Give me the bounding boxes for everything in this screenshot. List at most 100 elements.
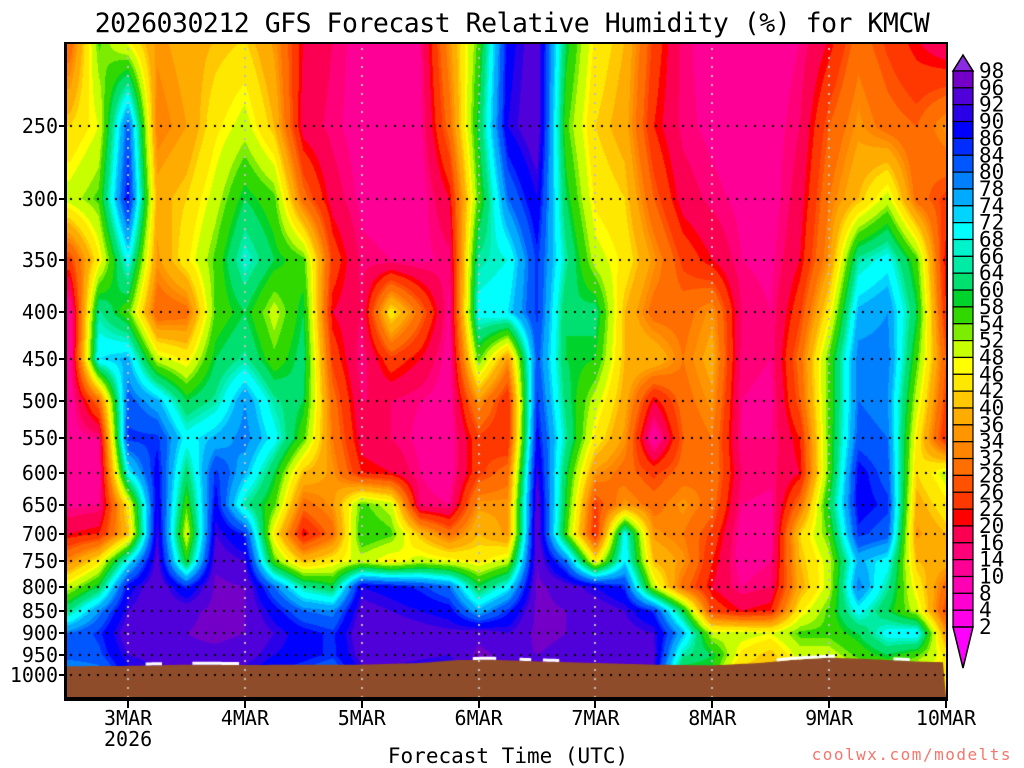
pressure-tick-mark: [59, 437, 65, 440]
colorbar-segment: [952, 205, 974, 224]
pressure-tick-mark: [59, 585, 65, 588]
colorbar-tick-label: 60: [979, 278, 1004, 302]
colorbar-tick-label: 16: [979, 531, 1004, 555]
year-label: 2026: [104, 727, 153, 751]
colorbar-tick-label: 86: [979, 126, 1004, 150]
colorbar-tick-label: 40: [979, 396, 1004, 420]
colorbar: 9896929086848078747268666460585452484642…: [951, 53, 1004, 669]
colorbar-tick-label: 8: [979, 581, 992, 605]
colorbar-segment: [952, 171, 974, 190]
time-tick-label: 10MAR: [915, 706, 977, 730]
pressure-tick-mark: [59, 653, 65, 656]
colorbar-segment: [952, 272, 974, 291]
chart-title: 2026030212 GFS Forecast Relative Humidit…: [94, 8, 930, 39]
pressure-tick-label: 400: [21, 300, 58, 325]
time-tick-mark: [127, 701, 130, 708]
colorbar-segment: [952, 137, 974, 156]
pressure-tick-mark: [59, 532, 65, 535]
plot-frame: [64, 42, 948, 701]
colorbar-segment: [952, 222, 974, 241]
colorbar-arrow-top: [951, 53, 975, 72]
colorbar-tick-label: 32: [979, 447, 1004, 471]
colorbar-tick-label: 80: [979, 160, 1004, 184]
time-tick-mark: [945, 701, 947, 708]
colorbar-tick-label: 68: [979, 228, 1004, 252]
colorbar-tick-label: 2: [979, 615, 992, 639]
colorbar-segment: [952, 609, 974, 628]
colorbar-segment: [952, 70, 974, 89]
pressure-tick-label: 900: [21, 621, 58, 646]
colorbar-tick-label: 58: [979, 295, 1004, 319]
colorbar-segment: [952, 104, 974, 123]
pressure-tick-label: 950: [21, 642, 58, 667]
colorbar-tick-label: 48: [979, 345, 1004, 369]
time-tick-label: 3MAR: [104, 706, 153, 730]
colorbar-segment: [952, 575, 974, 594]
colorbar-segment: [952, 356, 974, 375]
pressure-tick-label: 600: [21, 460, 58, 485]
colorbar-segment: [952, 474, 974, 493]
pressure-tick-label: 450: [21, 347, 58, 372]
colorbar-segment: [952, 407, 974, 426]
colorbar-segment: [952, 525, 974, 544]
colorbar-tick-label: 54: [979, 312, 1004, 336]
colorbar-tick-label: 36: [979, 413, 1004, 437]
colorbar-tick-label: 14: [979, 548, 1004, 572]
watermark: coolwx.com/modelts: [811, 745, 1012, 764]
colorbar-tick-label: 42: [979, 379, 1004, 403]
colorbar-tick-label: 84: [979, 143, 1004, 167]
time-tick-mark: [711, 701, 714, 708]
pressure-tick-label: 650: [21, 492, 58, 517]
colorbar-segment: [952, 306, 974, 325]
time-tick-label: 4MAR: [220, 706, 270, 730]
colorbar-segment: [952, 255, 974, 274]
colorbar-tick-label: 72: [979, 211, 1004, 235]
pressure-tick-mark: [59, 560, 65, 563]
time-tick-label: 6MAR: [454, 706, 503, 730]
colorbar-segment: [952, 188, 974, 207]
colorbar-segment: [952, 289, 974, 308]
time-tick-label: 7MAR: [571, 706, 620, 730]
time-tick-mark: [477, 701, 480, 708]
pressure-tick-label: 750: [21, 549, 58, 574]
colorbar-tick-label: 66: [979, 244, 1004, 268]
pressure-tick-label: 500: [21, 388, 58, 413]
colorbar-segment: [952, 340, 974, 359]
pressure-tick-label: 800: [21, 574, 58, 599]
colorbar-segment: [952, 508, 974, 527]
colorbar-tick-label: 52: [979, 329, 1004, 353]
pressure-tick-label: 250: [21, 114, 58, 139]
time-tick-mark: [360, 701, 363, 708]
time-tick-mark: [594, 701, 597, 708]
colorbar-tick-label: 92: [979, 93, 1004, 117]
pressure-tick-label: 850: [21, 598, 58, 623]
pressure-tick-label: 300: [21, 186, 58, 211]
time-tick-label: 9MAR: [805, 706, 854, 730]
colorbar-tick-label: 4: [979, 598, 992, 622]
pressure-tick-mark: [59, 674, 65, 677]
colorbar-tick-label: 90: [979, 110, 1004, 134]
colorbar-arrow-bottom: [952, 626, 974, 669]
colorbar-tick-label: 78: [979, 177, 1004, 201]
colorbar-segment: [952, 424, 974, 443]
pressure-tick-mark: [59, 632, 65, 635]
time-tick-label: 5MAR: [337, 706, 386, 730]
colorbar-segment: [952, 457, 974, 476]
pressure-tick-mark: [59, 258, 65, 261]
colorbar-segment: [952, 373, 974, 392]
colorbar-segment: [952, 390, 974, 409]
colorbar-tick-label: 98: [979, 59, 1004, 83]
pressure-tick-label: 700: [21, 521, 58, 546]
pressure-tick-mark: [59, 471, 65, 474]
colorbar-tick-label: 28: [979, 463, 1004, 487]
pressure-tick-mark: [59, 609, 65, 612]
pressure-tick-mark: [59, 503, 65, 506]
colorbar-segment: [952, 491, 974, 510]
colorbar-tick-label: 34: [979, 430, 1004, 454]
pressure-tick-label: 350: [21, 247, 58, 272]
colorbar-segment: [952, 238, 974, 257]
colorbar-tick-label: 22: [979, 497, 1004, 521]
colorbar-tick-label: 26: [979, 480, 1004, 504]
pressure-tick-label: 550: [21, 426, 58, 451]
